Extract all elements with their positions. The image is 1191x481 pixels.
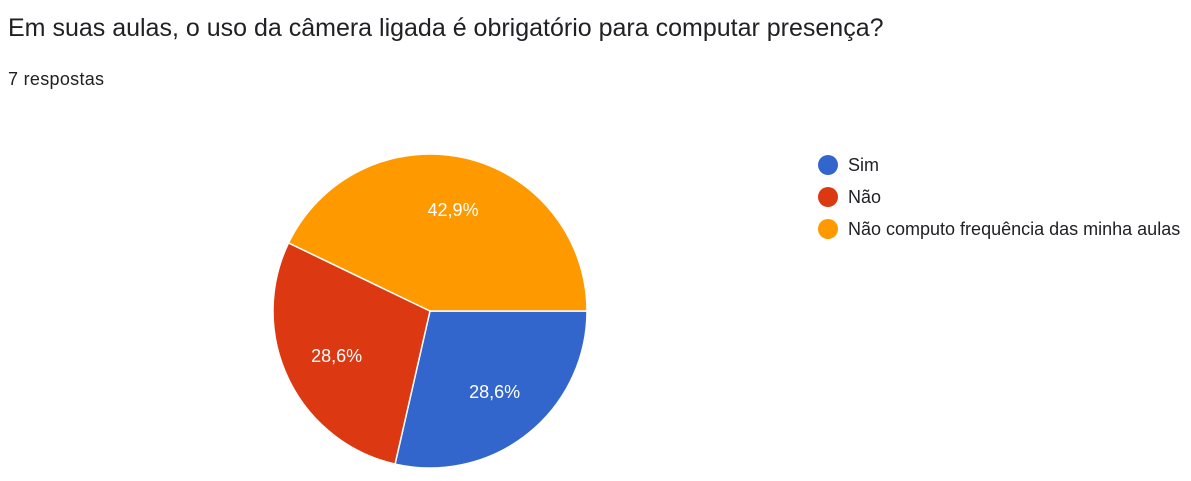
legend-label-sim: Sim bbox=[848, 155, 879, 175]
response-count: 7 respostas bbox=[8, 69, 105, 89]
pie-slice-nao[interactable] bbox=[272, 241, 431, 465]
legend: Sim Não Não computo frequência das minha… bbox=[818, 153, 1188, 249]
legend-swatch-nao-computo bbox=[818, 219, 838, 239]
legend-label-nao-computo: Não computo frequência das minha aulas bbox=[848, 219, 1181, 239]
slice-label-nao-computo: 42,9% bbox=[428, 200, 479, 220]
slice-label-sim: 28,6% bbox=[469, 382, 520, 402]
legend-swatch-sim bbox=[818, 155, 838, 175]
legend-label-nao: Não bbox=[848, 187, 882, 207]
legend-item-sim[interactable]: Sim bbox=[818, 153, 1188, 177]
pie-slice-sim[interactable] bbox=[394, 310, 588, 469]
pie-slice-nao-computo[interactable] bbox=[287, 153, 588, 312]
legend-item-nao[interactable]: Não bbox=[818, 185, 1188, 209]
legend-item-nao-computo[interactable]: Não computo frequência das minha aulas bbox=[818, 217, 1188, 241]
slice-label-nao: 28,6% bbox=[311, 346, 362, 366]
legend-swatch-nao bbox=[818, 187, 838, 207]
chart-title: Em suas aulas, o uso da câmera ligada é … bbox=[8, 14, 884, 42]
